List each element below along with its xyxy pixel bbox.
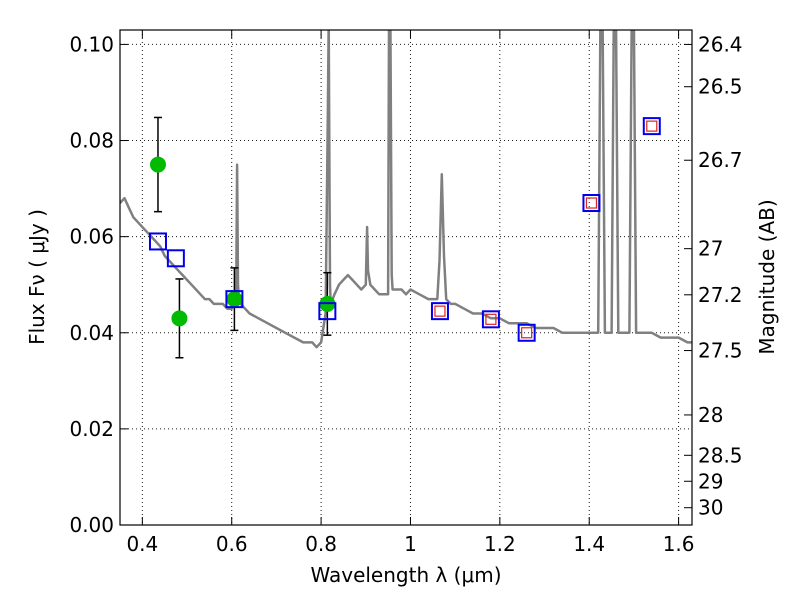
grid [120, 30, 692, 526]
y-tick-label: 0.04 [69, 321, 114, 345]
model-flux-square [517, 323, 536, 342]
y2-tick-label: 27.2 [698, 283, 743, 307]
y2-tick-label: 28 [698, 403, 723, 427]
y2-tick-label: 30 [698, 496, 723, 520]
model-spectrum-line [120, 30, 692, 349]
y2-tick-label: 29 [698, 469, 723, 493]
model-flux-square [318, 302, 337, 321]
x-tick-label: 0.4 [126, 532, 158, 556]
model-flux-square [166, 249, 185, 268]
x-tick-label: 1.4 [573, 532, 605, 556]
observed-flux-point [171, 310, 188, 327]
x-tick-label: 1.6 [663, 532, 695, 556]
model-flux-square-red [585, 197, 598, 209]
axis-ticks: 0.4 0.6 0.8 1 1.2 1.4 1.6 0.00 0.02 0.04 0.06 0.08 0… [69, 30, 743, 556]
model-flux-square-red [521, 327, 533, 339]
plot-area [120, 30, 692, 359]
model-flux-square-red [485, 313, 497, 325]
observed-flux-point [226, 291, 243, 308]
y-tick-label: 0.00 [69, 513, 114, 537]
x-tick-label: 1.2 [484, 532, 516, 556]
model-flux-square [481, 310, 500, 329]
model-flux-square [225, 290, 244, 309]
y-axis-label: Flux Fν ( μJy ) [25, 209, 49, 345]
model-flux-square [148, 232, 167, 251]
model-flux-square [582, 194, 601, 213]
plot-frame [119, 29, 693, 526]
x-tick-label: 0.6 [216, 532, 248, 556]
y2-tick-label: 26.7 [698, 148, 743, 172]
y-tick-label: 0.06 [69, 225, 114, 249]
model-flux-square [430, 302, 449, 321]
y-tick-label: 0.08 [69, 129, 114, 153]
model-flux-square [642, 117, 661, 136]
y-tick-label: 0.02 [69, 417, 114, 441]
y2-tick-label: 27.5 [698, 339, 743, 363]
model-flux-square-red [434, 305, 446, 317]
observed-flux-point [149, 156, 166, 173]
y2-axis-label: Magnitude (AB) [755, 199, 779, 354]
y-tick-label: 0.10 [69, 32, 114, 56]
x-axis-label: Wavelength λ (μm) [310, 563, 501, 587]
y2-tick-label: 27 [698, 237, 723, 261]
x-tick-label: 0.8 [305, 532, 337, 556]
y2-tick-label: 28.5 [698, 443, 743, 467]
x-tick-label: 1 [404, 532, 417, 556]
y2-tick-label: 26.4 [698, 32, 743, 56]
model-flux-square-red [646, 120, 658, 132]
y2-tick-label: 26.5 [698, 75, 743, 99]
